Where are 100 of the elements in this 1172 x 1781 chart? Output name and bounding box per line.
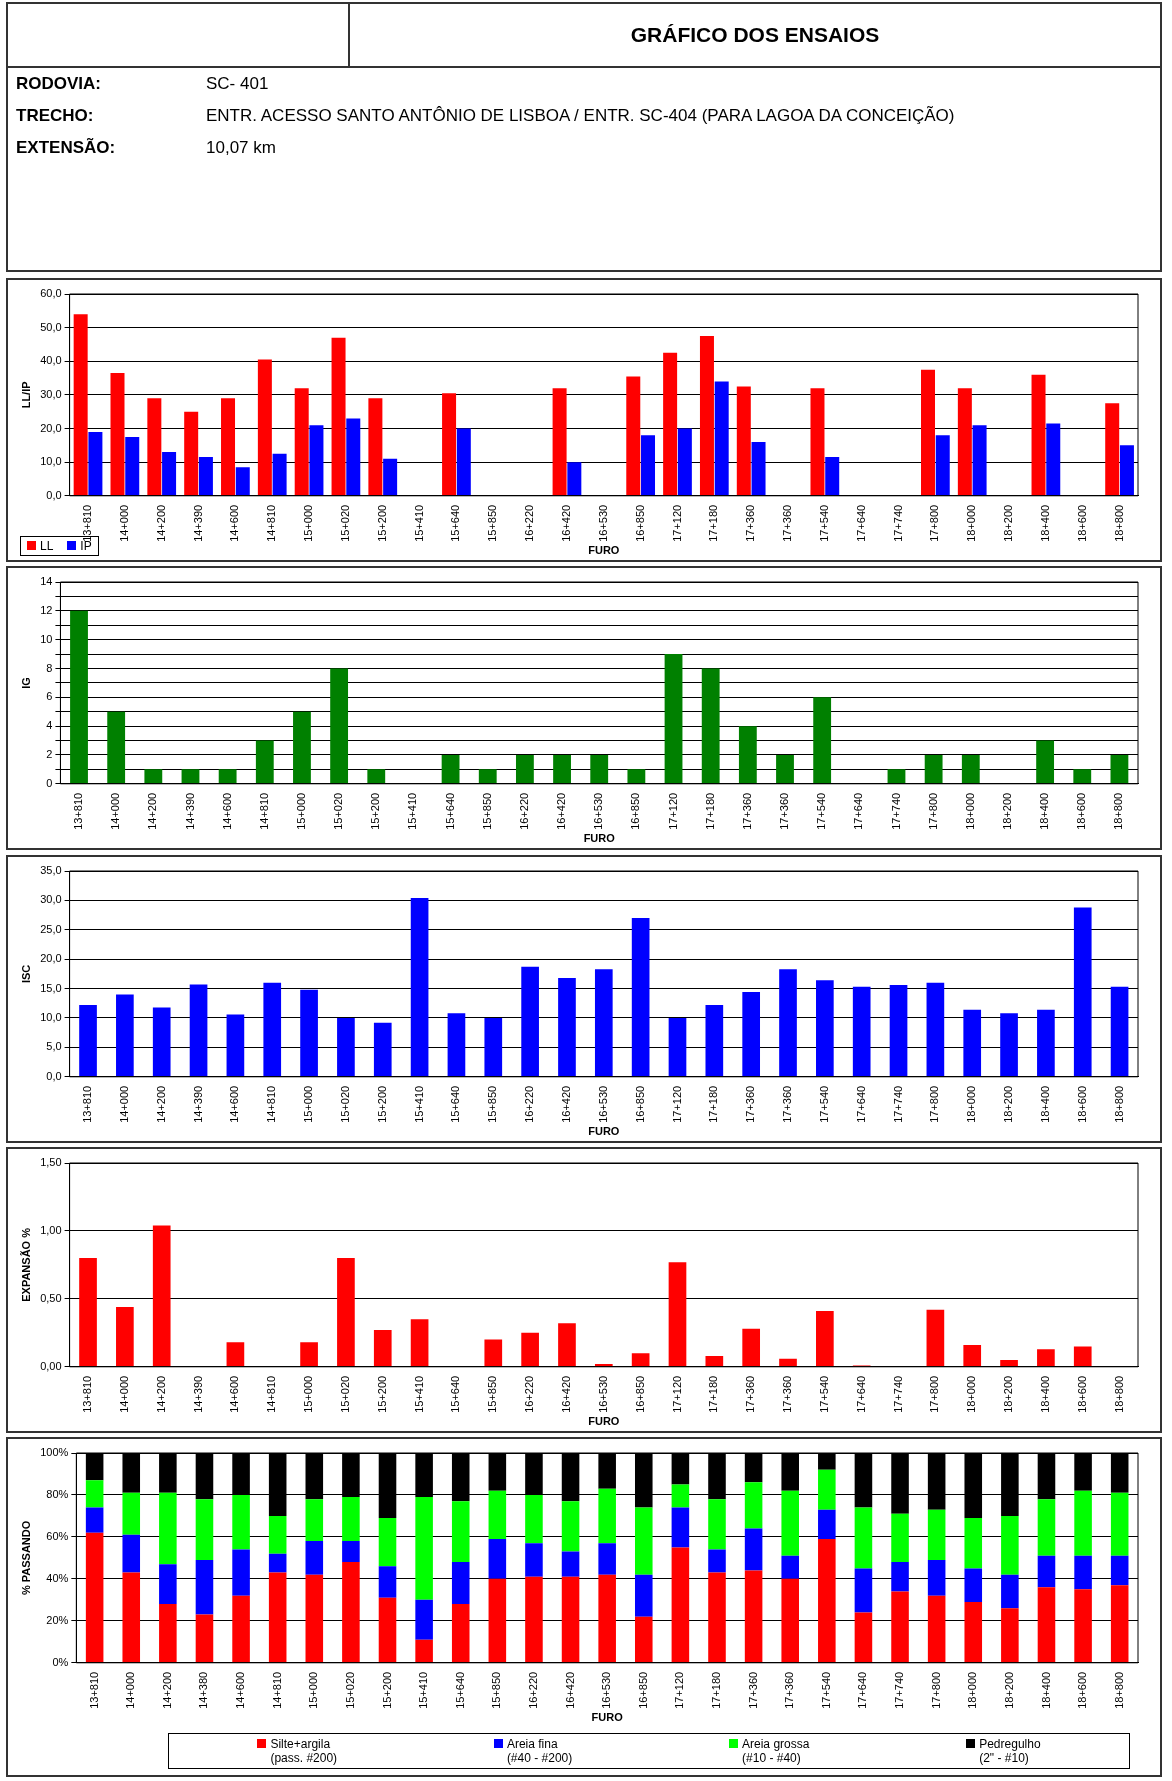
bar (488, 1539, 507, 1579)
y-tick-label: 0,0 (46, 488, 62, 501)
x-tick-label: 17+740 (889, 792, 902, 830)
bar (668, 1262, 687, 1367)
x-tick-label: 14+000 (117, 1375, 130, 1413)
bar (1074, 1555, 1092, 1590)
y-tick-label: 5,0 (46, 1040, 62, 1053)
bar (152, 1007, 171, 1077)
bar (1037, 1009, 1055, 1077)
bar (122, 1572, 141, 1663)
x-tick-label: 18+800 (1112, 1671, 1125, 1709)
bar (671, 1507, 690, 1548)
bar (927, 1559, 946, 1596)
bar (751, 441, 766, 496)
bar (368, 398, 383, 496)
bar (818, 1469, 836, 1510)
bar (488, 1578, 507, 1663)
bar (779, 1358, 797, 1367)
x-tick-label: 15+020 (338, 1085, 351, 1123)
bar (226, 1014, 245, 1077)
y-tick-label: 80% (46, 1487, 69, 1500)
bar (88, 431, 103, 496)
x-tick-label: 18+200 (1002, 1085, 1015, 1123)
x-tick-label: 15+200 (375, 1085, 388, 1123)
legend-label: Silte+argila (pass. #200) (270, 1737, 338, 1765)
y-tick-label: 10,0 (40, 455, 62, 468)
bar (558, 978, 576, 1077)
bar (1119, 445, 1134, 496)
x-tick-label: 18+600 (1075, 1375, 1088, 1413)
bar (738, 726, 757, 784)
bar (383, 458, 398, 496)
x-tick-label: 17+740 (891, 504, 904, 542)
bar (195, 1499, 214, 1560)
x-tick-label: 18+600 (1076, 1671, 1089, 1709)
y-tick-label: 1,00 (40, 1223, 62, 1236)
bar (268, 1572, 287, 1663)
bar (744, 1482, 763, 1529)
y-tick-label: 12 (40, 603, 53, 616)
x-tick-label: 18+000 (965, 1375, 978, 1413)
x-tick-label: 17+540 (817, 1375, 830, 1413)
bar (232, 1595, 250, 1663)
y-axis-title: ISC (19, 964, 32, 984)
x-tick-label: 16+420 (559, 1375, 572, 1413)
x-tick-label: 17+360 (778, 792, 791, 830)
bar (1110, 1555, 1129, 1586)
y-tick-label: 14 (40, 575, 53, 588)
y-axis-title: EXPANSÃO % (19, 1227, 32, 1302)
x-tick-label: 14+810 (265, 1375, 278, 1413)
bar (515, 754, 534, 784)
bar (781, 1578, 799, 1663)
x-tick-label: 14+600 (228, 504, 241, 542)
bar (1046, 423, 1061, 496)
x-tick-label: 13+810 (81, 1375, 94, 1413)
x-tick-label: 15+640 (449, 504, 462, 542)
x-tick-label: 15+850 (486, 1085, 499, 1123)
x-tick-label: 14+000 (117, 504, 130, 542)
x-tick-label: 18+000 (963, 792, 976, 830)
x-tick-label: 16+530 (596, 1085, 609, 1123)
bar (263, 982, 282, 1077)
bar (779, 969, 797, 1077)
x-tick-label: 17+180 (707, 504, 720, 542)
bar (781, 1490, 799, 1556)
y-tick-label: 60% (46, 1529, 69, 1542)
x-tick-label: 14+000 (124, 1671, 137, 1709)
bar (232, 1549, 250, 1596)
bar (184, 411, 199, 496)
x-tick-label: 16+420 (555, 792, 568, 830)
y-tick-label: 50,0 (40, 320, 62, 333)
legend-label: LL (40, 539, 54, 553)
x-tick-label: 18+200 (1002, 504, 1015, 542)
x-tick-label: 15+410 (412, 1375, 425, 1413)
x-tick-label: 17+640 (854, 1375, 867, 1413)
bar (162, 452, 177, 496)
bar (854, 1507, 873, 1569)
bar (781, 1555, 799, 1579)
bar (257, 359, 272, 496)
bar (1000, 1013, 1018, 1077)
bar (891, 1591, 909, 1663)
x-tick-label: 14+000 (117, 1085, 130, 1123)
x-tick-label: 15+850 (486, 504, 499, 542)
bar (634, 1507, 653, 1575)
bar (1074, 1490, 1092, 1556)
x-tick-label: 15+850 (480, 792, 493, 830)
x-tick-label: 15+000 (302, 504, 315, 542)
y-tick-label: 15,0 (40, 981, 62, 994)
x-tick-label: 13+810 (81, 504, 94, 542)
x-tick-label: 16+850 (633, 1375, 646, 1413)
x-tick-label: 14+390 (183, 792, 196, 830)
x-tick-label: 16+420 (559, 504, 572, 542)
x-tick-label: 14+200 (154, 504, 167, 542)
x-tick-label: 15+850 (490, 1671, 503, 1709)
x-tick-label: 18+800 (1112, 504, 1125, 542)
x-tick-label: 16+220 (526, 1671, 539, 1709)
x-tick-label: 17+180 (703, 792, 716, 830)
x-tick-label: 14+200 (154, 1085, 167, 1123)
bar (927, 1595, 946, 1663)
bar (415, 1497, 433, 1600)
bar (116, 1307, 134, 1367)
x-tick-label: 14+200 (146, 792, 159, 830)
bar (1074, 1589, 1092, 1663)
